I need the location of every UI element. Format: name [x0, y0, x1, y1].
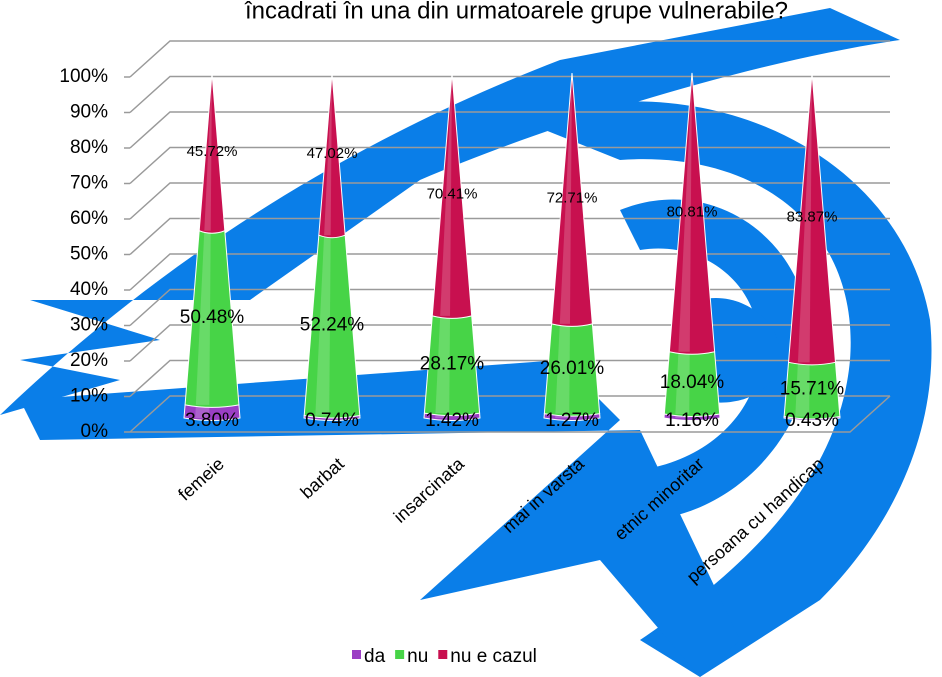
- data-label: 80.81%: [667, 203, 718, 220]
- data-label: 45.72%: [187, 143, 238, 160]
- grid-line: [129, 75, 890, 114]
- y-tick-label: 70%: [70, 173, 108, 194]
- grid-line: [129, 324, 890, 362]
- data-label: 70.41%: [427, 185, 478, 202]
- cone-segment: [787, 72, 837, 366]
- cone-segment: [431, 72, 473, 319]
- y-tick-label: 30%: [70, 315, 108, 336]
- grid-line: [129, 288, 890, 327]
- y-tick-label: 100%: [59, 66, 108, 87]
- data-label: 47.02%: [307, 145, 358, 162]
- grid-line: [129, 359, 890, 398]
- y-tick-label: 90%: [70, 102, 108, 123]
- cone-segment: [318, 72, 346, 239]
- grid-line: [129, 146, 890, 185]
- cone-highlight: [795, 362, 810, 417]
- data-label: 18.04%: [660, 372, 725, 393]
- data-label: 0.74%: [305, 410, 359, 431]
- data-label: 28.17%: [420, 354, 485, 375]
- data-label: 52.24%: [300, 314, 365, 335]
- y-tick-label: 20%: [70, 350, 108, 371]
- data-label: 15.71%: [780, 378, 845, 399]
- cone-highlight: [204, 73, 212, 231]
- y-tick-label: 40%: [70, 279, 108, 300]
- x-tick-label: barbat: [297, 454, 348, 503]
- chart-title: încadrati în una din urmatoarele grupe v…: [244, 0, 788, 24]
- data-label: 26.01%: [540, 358, 605, 379]
- grid-line: [129, 217, 890, 256]
- data-label: 1.42%: [425, 410, 479, 431]
- data-label: 0.43%: [785, 410, 839, 431]
- legend-label: nu: [407, 646, 428, 667]
- legend-label: da: [364, 646, 386, 667]
- x-tick-label: insarcinata: [390, 453, 469, 527]
- cone-highlight: [797, 72, 812, 363]
- grid-line: [129, 40, 890, 78]
- grid-line: [129, 182, 890, 220]
- y-tick-label: 10%: [70, 386, 108, 407]
- cone-segment: [198, 72, 226, 234]
- cone-highlight: [678, 72, 692, 352]
- grid-line: [129, 395, 890, 433]
- cone-highlight: [675, 351, 690, 414]
- x-tick-label: femeie: [174, 454, 228, 505]
- floor-edge: [130, 395, 891, 433]
- data-label: 1.16%: [665, 410, 719, 431]
- data-label: 50.48%: [180, 307, 245, 328]
- cone-highlight: [324, 73, 332, 236]
- cone-highlight: [315, 235, 331, 416]
- grid-line: [129, 253, 890, 291]
- legend-swatch: [438, 650, 448, 659]
- background-decoration: [0, 8, 932, 677]
- data-label: 72.71%: [547, 189, 598, 206]
- legend-swatch: [395, 650, 405, 659]
- cone-highlight: [440, 73, 452, 316]
- y-tick-label: 80%: [70, 137, 108, 158]
- data-label: 83.87%: [787, 209, 838, 226]
- cone-highlight: [195, 230, 211, 405]
- grid-line: [129, 111, 890, 149]
- cone-highlight: [195, 404, 210, 418]
- legend-swatch: [352, 650, 361, 659]
- legend-label: nu e cazul: [450, 646, 537, 667]
- y-tick-label: 0%: [81, 421, 109, 442]
- cone-segment: [668, 72, 716, 355]
- cone-highlight: [435, 315, 451, 414]
- data-label: 3.80%: [185, 410, 239, 431]
- y-tick-label: 60%: [70, 208, 108, 229]
- cone-highlight: [559, 73, 572, 324]
- y-tick-label: 50%: [70, 244, 108, 265]
- cone-segment: [551, 72, 593, 327]
- data-label: 1.27%: [545, 410, 599, 431]
- cone-highlight: [555, 323, 570, 414]
